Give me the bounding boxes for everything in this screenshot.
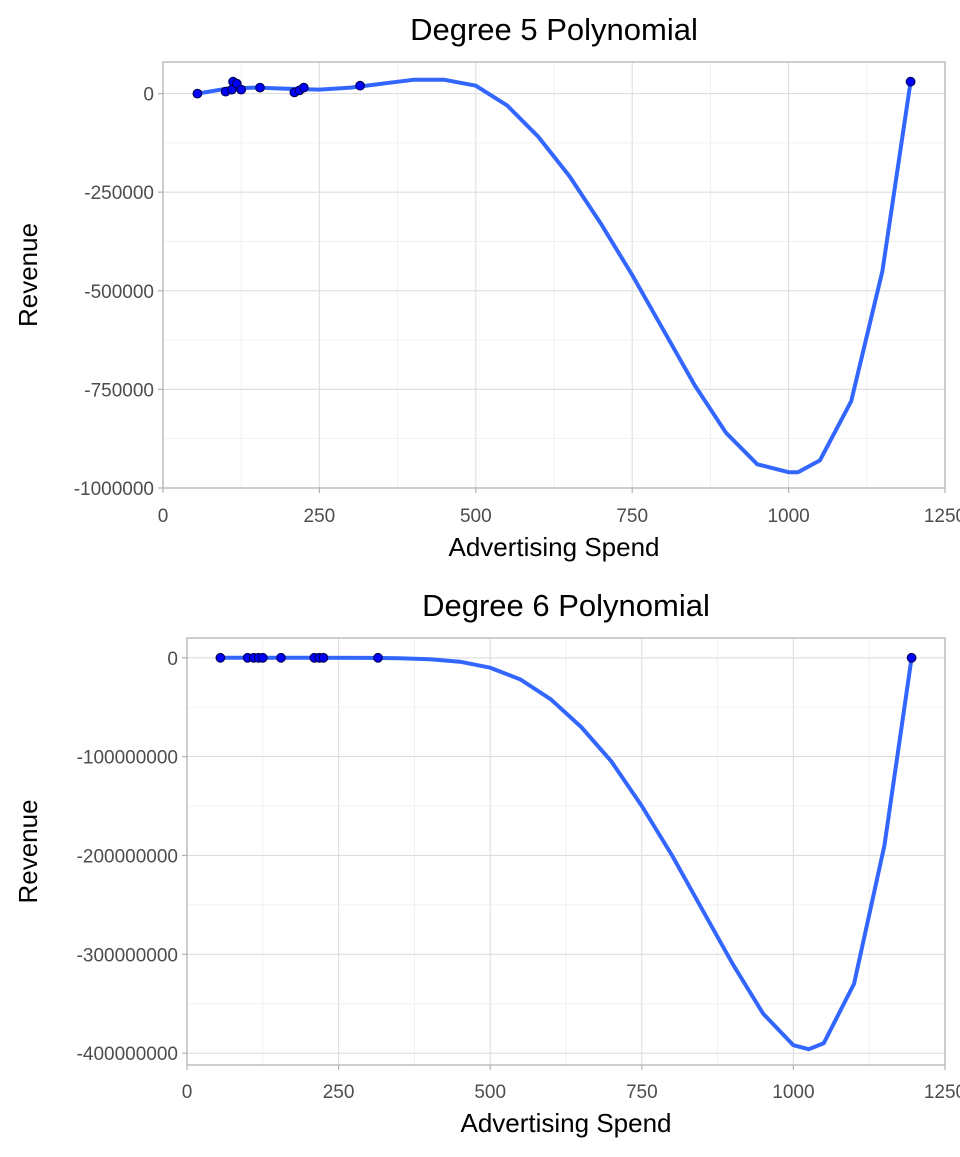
chart2-x-tick-label: 0: [182, 1082, 193, 1103]
chart1-data-point: [355, 80, 366, 91]
chart2-data-point: [318, 652, 329, 663]
chart2-y-tick-label: 0: [167, 649, 178, 670]
chart1-y-tick-label: 0: [143, 85, 154, 106]
chart1-x-tick-label: 500: [460, 506, 492, 527]
chart1-x-axis-title: Advertising Spend: [448, 532, 659, 562]
chart1-x-tick-label: 1000: [767, 506, 809, 527]
chart1-x-tick-label: 250: [304, 506, 336, 527]
chart1-title: Degree 5 Polynomial: [410, 12, 698, 47]
chart2-x-tick-label: 1000: [772, 1082, 814, 1103]
chart2-y-tick-label: -200000000: [77, 846, 178, 867]
chart1-data-point: [236, 84, 247, 95]
chart1-grid: [163, 62, 945, 488]
chart2-fit-line: [218, 655, 914, 1052]
chart2-x-tick-label: 500: [474, 1082, 506, 1103]
chart2-panel-border: [186, 637, 946, 1066]
chart1-y-axis-title: Revenue: [13, 223, 43, 327]
chart1-data-point: [192, 88, 203, 99]
chart2-y-tick-label: -400000000: [77, 1044, 178, 1065]
chart2-y-axis-title: Revenue: [13, 799, 43, 903]
chart1-data-point: [255, 82, 265, 93]
chart2-points: [215, 652, 917, 663]
chart1-x-tick-label: 750: [616, 506, 648, 527]
chart1-y-tick-label: -750000: [84, 380, 154, 401]
chart2-x-tick-label: 750: [626, 1082, 658, 1103]
chart2-data-point: [373, 652, 383, 663]
chart1-y-tick-label: -250000: [84, 183, 154, 204]
chart2-data-point: [215, 652, 226, 663]
chart2-y-tick-label: -300000000: [77, 945, 178, 966]
chart2-x-tick-label: 250: [323, 1082, 355, 1103]
chart2-y-tick-label: -100000000: [77, 748, 178, 769]
chart1-fit-line: [195, 77, 913, 475]
chart1-y-tick-label: -500000: [84, 282, 154, 303]
chart1-x-tick-label: 0: [158, 506, 169, 527]
chart2-x-axis-title: Advertising Spend: [460, 1108, 671, 1138]
chart2-data-point: [906, 652, 917, 663]
chart1-y-tick-label: -1000000: [74, 479, 154, 500]
chart1-data-point: [298, 82, 309, 93]
chart2-data-point: [257, 652, 268, 663]
chart1-data-point: [905, 76, 916, 87]
chart1-panel-border: [162, 61, 946, 489]
chart2-grid: [187, 638, 945, 1065]
chart2-title: Degree 6 Polynomial: [422, 588, 710, 623]
chart2-data-point: [276, 652, 286, 663]
chart1-points: [192, 76, 916, 99]
